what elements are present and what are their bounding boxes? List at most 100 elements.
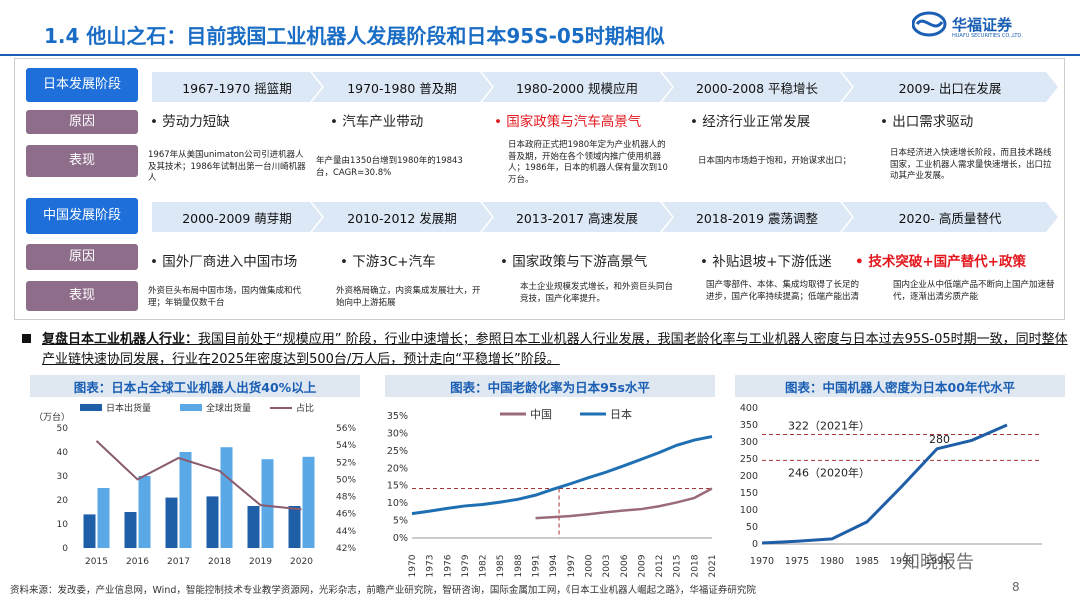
- chart2-xtick: 1973: [426, 555, 436, 578]
- summary-text: 我国目前处于“规模应用” 阶段，行业中速增长；参照日本工业机器人行业发展，我国老…: [42, 332, 1068, 367]
- chart2-xtick: 1994: [549, 554, 559, 577]
- page-number: 8: [1012, 580, 1020, 594]
- chart1-y2tick: 44%: [336, 527, 356, 537]
- chart1-bar-japan: [83, 514, 96, 548]
- header-divider: [0, 54, 1080, 56]
- logo-name: 华福证券: [952, 16, 1013, 34]
- chart1-xtick: 2018: [208, 557, 231, 567]
- chart2-ytick: 0%: [393, 533, 408, 544]
- chart2-xtick: 2003: [602, 555, 612, 578]
- chart2-ytick: 15%: [387, 481, 408, 492]
- chart3-xtick: 1975: [785, 556, 809, 567]
- japan-period-4: 2000-2008 平稳增长: [662, 72, 852, 102]
- chart2-ytick: 20%: [387, 463, 408, 474]
- chart1-bar-japan: [247, 506, 260, 548]
- japan-reason-3: • 国家政策与汽车高景气: [494, 114, 642, 130]
- chart1-bar-japan: [165, 497, 178, 548]
- chart1-ytick: 40: [57, 448, 69, 458]
- chart2-xtick: 1979: [461, 554, 471, 577]
- chart1-xtick: 2019: [249, 557, 272, 567]
- chart1-xtick: 2017: [167, 557, 190, 567]
- bullet-square-icon: [22, 334, 31, 343]
- chart2-xtick: 2015: [673, 555, 683, 578]
- chart2-xtick: 1982: [479, 555, 489, 578]
- japan-reason-5: • 出口需求驱动: [880, 114, 974, 130]
- chart1-line-share: [95, 440, 302, 511]
- chart2-title: 图表：中国老龄化率为日本95s水平: [385, 375, 715, 397]
- summary-heading: 复盘日本工业机器人行业：: [42, 332, 199, 347]
- chart2-line-china: [535, 487, 713, 520]
- chart2-xtick: 2006: [620, 554, 630, 577]
- japan-period-1: 1967-1970 摇篮期: [152, 72, 322, 102]
- chart3-ytick: 250: [740, 454, 758, 465]
- chart3-title: 图表：中国机器人密度为日本00年代水平: [735, 375, 1065, 397]
- chart2-aging-line-chart: 0% 5% 10% 15% 20% 25% 30% 35% 1970 1973 1976 1979 19…: [387, 407, 718, 578]
- japan-perf-3: 日本政府正式把1980年定为产业机器人的普及期，开始在各个领域内推广使用机器人；…: [508, 140, 668, 185]
- chart3-xtick: 1980: [820, 556, 844, 567]
- logo-subtitle: HUAFU SECURITIES CO.,LTD.: [952, 33, 1023, 39]
- japan-perf-2: 年产量由1350台增到1980年的19843台，CAGR=30.8%: [316, 156, 463, 178]
- china-period-1: 2000-2009 萌芽期: [152, 202, 322, 232]
- chart1-bar-japan: [288, 506, 301, 548]
- chart1-xtick: 2020: [290, 557, 313, 567]
- chart2-xtick: 1997: [567, 555, 577, 578]
- chart1-bar-japan: [206, 496, 219, 548]
- china-period-3: 2013-2017 高速发展: [482, 202, 672, 232]
- chart3-xtick: 1970: [750, 556, 774, 567]
- china-reason-5: • 技术突破+国产替代+政策: [855, 254, 1026, 270]
- source-note: 资料来源：发改委，产业信息网，Wind，智能控制技术专业教学资源网，光彩杂志，前…: [10, 585, 756, 596]
- chart1-title: 图表：日本占全球工业机器人出货40%以上: [30, 375, 360, 397]
- chart1-bar-global: [179, 452, 192, 548]
- chart2-xtick: 2012: [655, 555, 665, 578]
- japan-perf-1: 1967年从美国unimaton公司引进机器人及其技术；1986年试制出第一台川…: [148, 150, 306, 183]
- chart3-ytick: 350: [740, 420, 758, 431]
- chart1-bar-global: [261, 459, 274, 548]
- chart3-xtick: 1985: [855, 556, 879, 567]
- china-perf-3: 本土企业规模发式增长，和外资巨头同台竞技，国产化率提升。: [520, 282, 674, 304]
- chart2-xtick: 1976: [443, 554, 453, 577]
- chart1-legend-swatch: [80, 404, 102, 411]
- china-perf-2: 外资格局确立，内资集成发展壮大，开始向中上游拓展: [336, 286, 481, 308]
- chart1-ytick: 10: [57, 520, 69, 530]
- chart3-annotation: 246（2020年）: [788, 465, 870, 479]
- chart2-xtick: 1991: [532, 555, 542, 578]
- chart2-ytick: 10%: [387, 498, 408, 509]
- japan-reason-label: 原因: [26, 110, 138, 134]
- chart2-xtick: 1988: [514, 554, 524, 577]
- china-reason-1: • 国外厂商进入中国市场: [150, 254, 298, 270]
- chart2-legend-label: 中国: [530, 408, 552, 421]
- china-period-4: 2018-2019 震荡调整: [662, 202, 852, 232]
- chart2-line-japan: [411, 435, 713, 516]
- chart2-ytick: 30%: [387, 428, 408, 439]
- chart2-ytick: 35%: [387, 411, 408, 422]
- chart3-annotation: 322（2021年）: [788, 419, 870, 433]
- chart3-density-line-chart: 0 50 100 150 200 250 300 350 400 1970 1975 1980 1985…: [740, 403, 1042, 567]
- chart1-bar-global: [97, 488, 110, 548]
- chart3-ytick: 150: [740, 488, 758, 499]
- watermark: 知晓报告: [902, 552, 974, 573]
- chart3-line-japan: [761, 423, 1008, 545]
- japan-period-2: 1970-1980 普及期: [312, 72, 492, 102]
- japan-perf-4: 日本国内市场趋于饱和，开始谋求出口；: [698, 156, 852, 166]
- chart1-bar-global: [138, 476, 151, 548]
- chart1-y2tick: 46%: [336, 510, 356, 520]
- chart1-legend-label: 日本出货量: [106, 402, 151, 414]
- japan-period-3: 1980-2000 规模应用: [482, 72, 672, 102]
- chart1-bar-chart: （万台） 0 10 20 30 40 50 42% 44% 46% 48% 50% 52% 54% 56% 2…: [34, 402, 356, 567]
- chart1-unit-label: （万台）: [34, 411, 70, 423]
- china-reason-2: • 下游3C+汽车: [340, 254, 436, 270]
- japan-stage-label: 日本发展阶段: [26, 68, 138, 102]
- japan-reason-1: • 劳动力短缺: [150, 114, 230, 130]
- china-period-2: 2010-2012 发展期: [312, 202, 492, 232]
- china-perf-5: 国内企业从中低端产品不断向上国产加速替代，逐渐出清劣质产能: [893, 280, 1055, 302]
- japan-reason-2: • 汽车产业带动: [330, 114, 424, 130]
- chart1-y2tick: 52%: [336, 458, 356, 468]
- chart3-ytick: 100: [740, 505, 758, 516]
- chart1-y2tick: 48%: [336, 493, 356, 503]
- chart1-legend-label: 全球出货量: [206, 402, 251, 414]
- chart1-xtick: 2015: [85, 557, 108, 567]
- japan-period-5: 2009- 出口在发展: [842, 72, 1058, 102]
- chart3-xtick: 1995: [925, 556, 949, 567]
- chart2-ytick: 5%: [393, 516, 408, 527]
- chart1-ytick: 50: [57, 424, 69, 434]
